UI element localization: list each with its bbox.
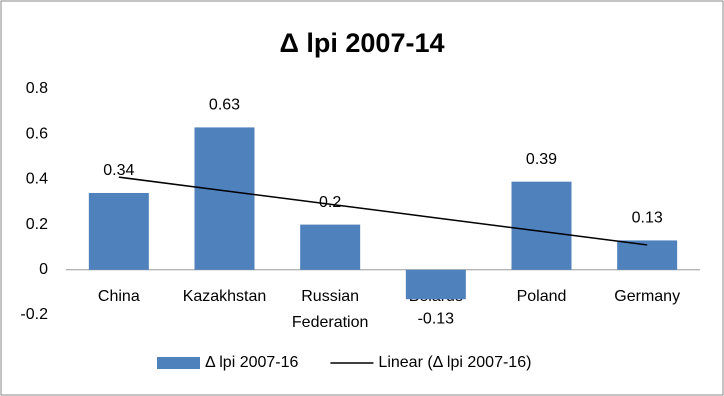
bar [300, 224, 361, 270]
y-tick-label: 0.4 [26, 171, 48, 188]
x-tick-label: Kazakhstan [183, 288, 267, 305]
data-label: 0.2 [319, 194, 341, 211]
bar [194, 127, 255, 270]
x-tick-label: Poland [517, 288, 567, 305]
data-label: 0.34 [103, 162, 134, 179]
data-label: 0.39 [526, 151, 557, 168]
bar [88, 192, 149, 270]
x-tick-label: China [98, 288, 140, 305]
x-tick-label: Germany [614, 288, 680, 305]
y-tick-label: 0.2 [26, 216, 48, 233]
bar [617, 240, 678, 270]
y-tick-label: -0.2 [20, 306, 48, 323]
trend-line [118, 176, 648, 246]
chart-title: Δ lpi 2007-14 [280, 28, 445, 58]
legend-label: Δ lpi 2007-16 [205, 354, 299, 371]
y-tick-label: 0 [39, 261, 48, 278]
y-tick-label: 0.6 [26, 125, 48, 142]
data-label: -0.13 [418, 310, 455, 327]
x-tick-label: Russian Federation [292, 288, 369, 331]
bar [511, 181, 572, 270]
legend-swatch [157, 357, 200, 369]
y-tick-label: 0.8 [26, 80, 48, 97]
data-label: 0.63 [209, 97, 240, 114]
bar [405, 269, 466, 300]
data-label: 0.13 [632, 210, 663, 227]
legend-label: Linear (Δ lpi 2007-16) [378, 354, 531, 371]
